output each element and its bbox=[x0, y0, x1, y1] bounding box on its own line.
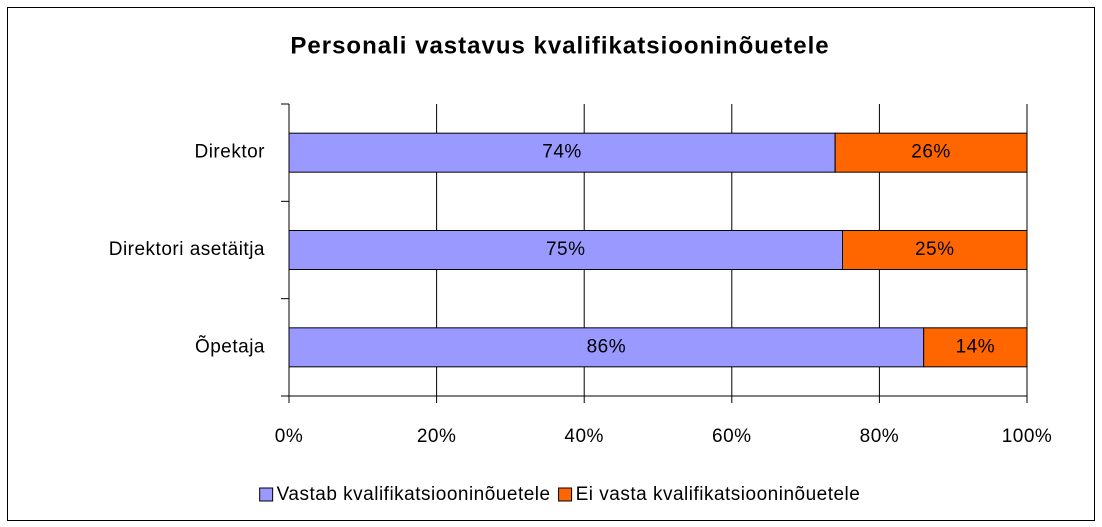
y-tick-label: Direktori asetäitja bbox=[109, 239, 265, 260]
y-tick-label: Õpetaja bbox=[195, 335, 265, 357]
bar-segment bbox=[834, 132, 1028, 173]
x-tick-label: 60% bbox=[712, 426, 752, 447]
x-tick-label: 20% bbox=[417, 426, 457, 447]
bar-segment bbox=[842, 230, 1028, 270]
bar-segment bbox=[288, 327, 925, 368]
x-tick-label: 40% bbox=[564, 426, 604, 447]
data-label: 75% bbox=[546, 239, 586, 260]
data-label: 26% bbox=[911, 142, 951, 163]
data-label: 14% bbox=[956, 336, 996, 357]
legend-swatch bbox=[259, 487, 274, 502]
legend-label: Vastab kvalifikatsiooninõuetele bbox=[277, 484, 551, 505]
x-tick-label: 0% bbox=[275, 426, 303, 447]
x-tick-label: 100% bbox=[1002, 426, 1053, 447]
chart-title: Personali vastavus kvalifikatsiooninõuet… bbox=[290, 32, 829, 59]
bar-segment bbox=[288, 132, 836, 173]
bar-segment bbox=[923, 327, 1028, 368]
data-label: 25% bbox=[915, 239, 955, 260]
data-label: 86% bbox=[587, 336, 627, 357]
y-tick-label: Direktor bbox=[194, 142, 265, 163]
legend-swatch bbox=[558, 487, 573, 502]
legend-label: Ei vasta kvalifikatsiooninõuetele bbox=[576, 484, 861, 505]
x-tick-label: 80% bbox=[860, 426, 900, 447]
data-label: 74% bbox=[542, 142, 582, 163]
